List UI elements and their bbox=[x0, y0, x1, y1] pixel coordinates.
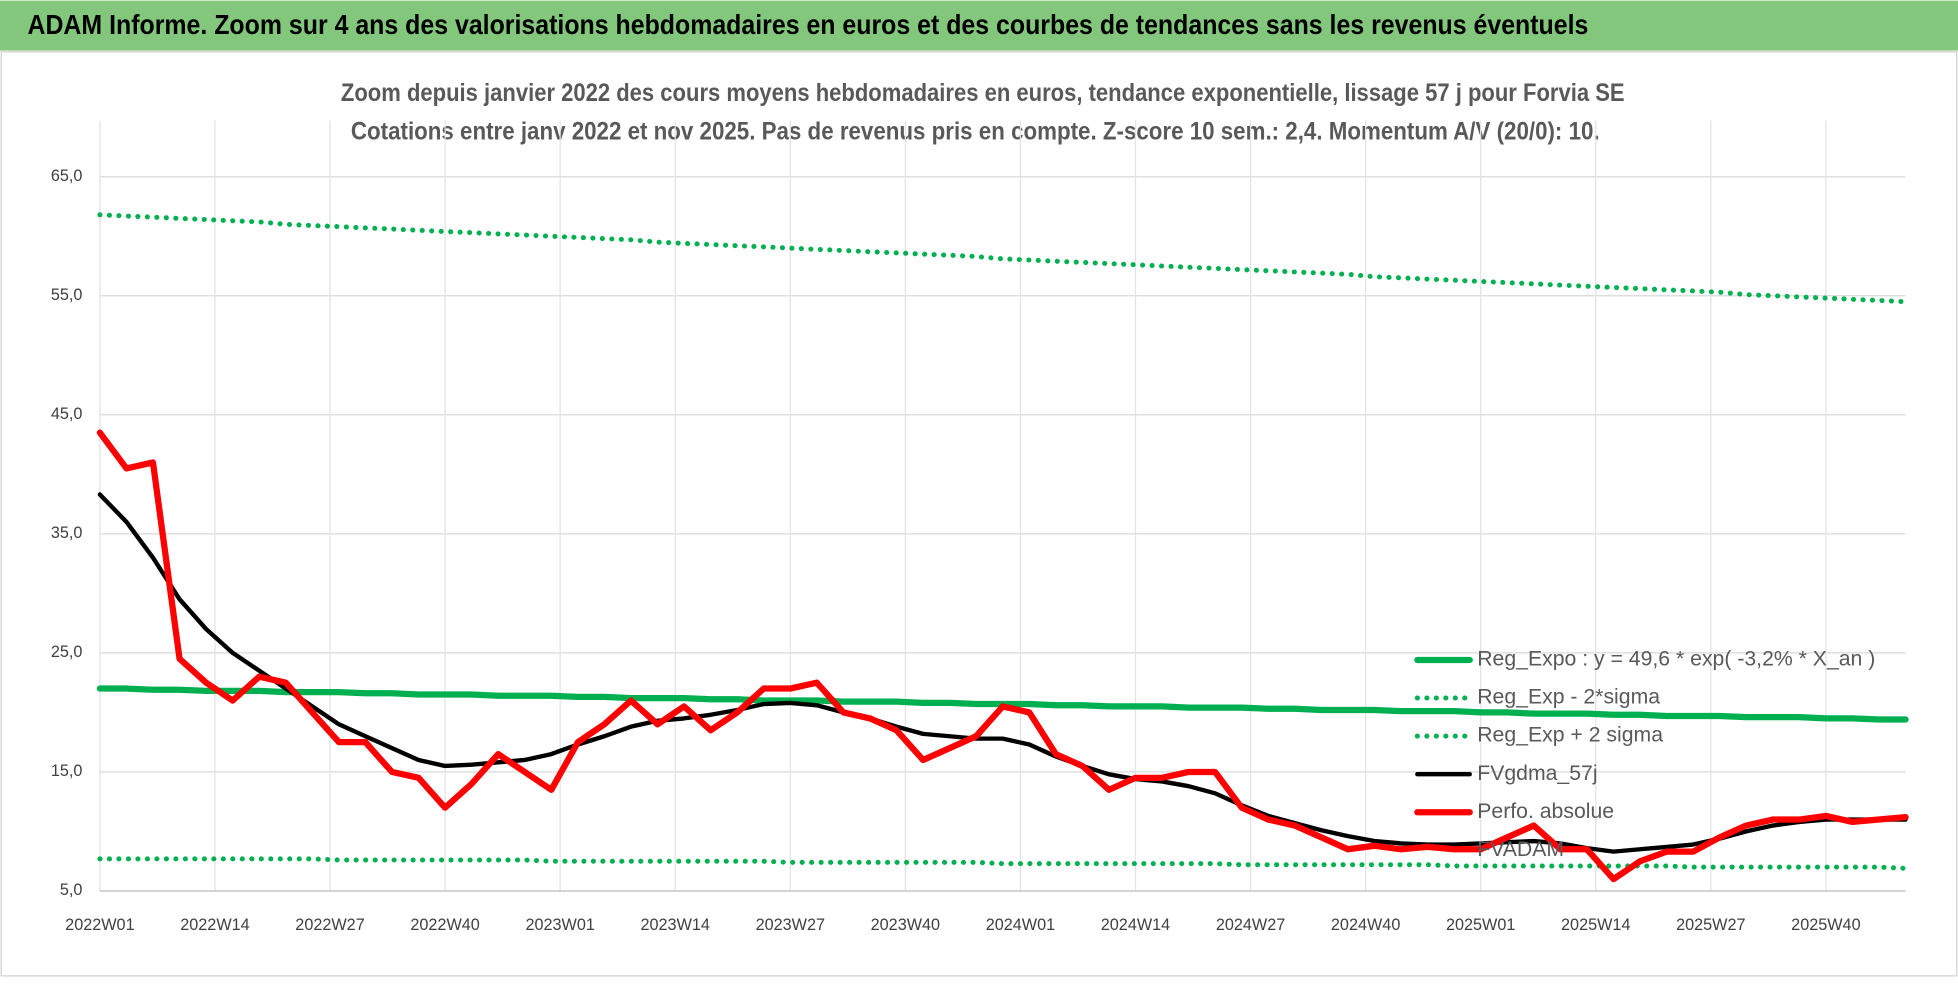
legend-label: FVgdma_57j bbox=[1477, 762, 1597, 785]
x-tick-label: 2022W27 bbox=[295, 916, 364, 934]
header-title: ADAM Informe. Zoom sur 4 ans des valoris… bbox=[27, 9, 1588, 40]
x-tick-label: 2025W01 bbox=[1446, 916, 1515, 934]
series-line bbox=[97, 212, 1909, 305]
series-line bbox=[96, 429, 1909, 883]
chart-title: Zoom depuis janvier 2022 des cours moyen… bbox=[341, 79, 1625, 107]
x-tick-label: 2024W27 bbox=[1216, 916, 1285, 934]
x-tick-label: 2023W27 bbox=[756, 916, 825, 934]
y-tick-label: 15,0 bbox=[51, 762, 83, 780]
y-tick-label: 45,0 bbox=[51, 405, 83, 423]
y-tick-label: 5,0 bbox=[60, 881, 83, 899]
x-tick-label: 2023W14 bbox=[641, 916, 710, 934]
x-tick-label: 2024W40 bbox=[1331, 916, 1400, 934]
series-line bbox=[97, 492, 1908, 854]
x-tick-label: 2025W14 bbox=[1561, 916, 1630, 934]
y-tick-label: 65,0 bbox=[51, 167, 83, 185]
x-tick-label: 2024W14 bbox=[1101, 916, 1170, 934]
x-tick-label: 2023W40 bbox=[871, 916, 940, 934]
x-tick-label: 2022W14 bbox=[180, 916, 249, 934]
legend: Reg_Expo : y = 49,6 * exp( -3,2% * X_an … bbox=[1414, 648, 1875, 861]
legend-label: Perfo. absolue bbox=[1477, 800, 1614, 823]
plot-lines bbox=[96, 212, 1909, 883]
legend-label: Reg_Expo : y = 49,6 * exp( -3,2% * X_an … bbox=[1477, 648, 1875, 671]
x-tick-label: 2022W40 bbox=[410, 916, 479, 934]
x-tick-label: 2025W40 bbox=[1791, 916, 1860, 934]
chart-frame bbox=[0, 51, 1958, 977]
header-banner bbox=[0, 0, 1958, 51]
x-tick-label: 2025W27 bbox=[1676, 916, 1745, 934]
x-tick-label: 2024W01 bbox=[986, 916, 1055, 934]
x-tick-label: 2023W01 bbox=[525, 916, 594, 934]
y-tick-label: 35,0 bbox=[51, 524, 83, 542]
legend-label: FVADAM bbox=[1477, 838, 1564, 861]
chart-subtitle: Cotations entre janv 2022 et nov 2025. P… bbox=[351, 118, 1600, 146]
x-tick-label: 2022W01 bbox=[65, 916, 134, 934]
grid: 5,0 15,0 25,0 35,0 45,0 55,0 65,0 2022W01 2022W1… bbox=[51, 120, 1906, 934]
series-line bbox=[97, 856, 1909, 871]
y-tick-label: 55,0 bbox=[51, 286, 83, 304]
legend-label: Reg_Exp - 2*sigma bbox=[1477, 686, 1660, 709]
y-tick-label: 25,0 bbox=[51, 643, 83, 661]
legend-label: Reg_Exp + 2 sigma bbox=[1477, 724, 1663, 747]
